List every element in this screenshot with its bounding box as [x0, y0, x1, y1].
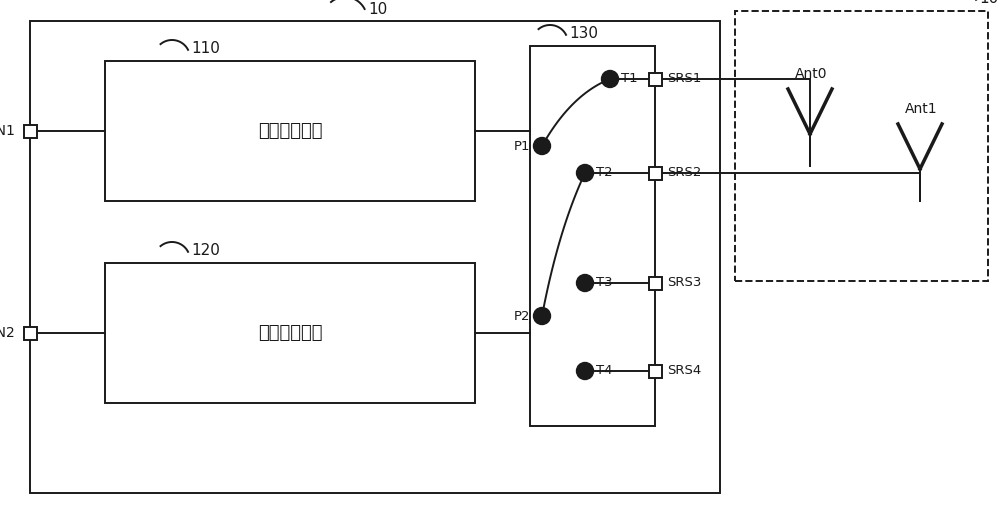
Bar	[24, 327, 36, 340]
Circle shape	[534, 138, 550, 155]
Bar	[648, 365, 662, 378]
Text: T4: T4	[596, 365, 612, 378]
Bar	[24, 125, 36, 138]
Bar	[735, 11, 988, 281]
Text: T1: T1	[621, 72, 638, 85]
Text: 10: 10	[368, 2, 387, 17]
Text: T3: T3	[596, 277, 613, 290]
Circle shape	[576, 165, 594, 181]
Bar	[30, 21, 720, 493]
Text: RFIN2: RFIN2	[0, 326, 15, 340]
Text: Ant1: Ant1	[905, 102, 938, 116]
Text: 120: 120	[191, 243, 220, 258]
Text: SRS1: SRS1	[668, 72, 702, 85]
Text: 10: 10	[979, 0, 998, 6]
Circle shape	[576, 363, 594, 379]
Text: SRS3: SRS3	[668, 277, 702, 290]
Circle shape	[576, 275, 594, 292]
Text: SRS2: SRS2	[668, 167, 702, 180]
Text: P2: P2	[514, 309, 530, 322]
Bar	[105, 263, 475, 403]
Circle shape	[534, 307, 550, 325]
Circle shape	[602, 70, 618, 88]
Bar	[648, 277, 662, 290]
Text: 第一收发电路: 第一收发电路	[258, 122, 322, 140]
Text: 110: 110	[191, 41, 220, 56]
Bar	[648, 72, 662, 85]
Bar	[105, 61, 475, 201]
Text: RFIN1: RFIN1	[0, 124, 15, 138]
Bar	[530, 46, 655, 426]
Text: 130: 130	[569, 26, 598, 41]
Text: Ant0: Ant0	[795, 67, 827, 81]
Text: P1: P1	[514, 140, 530, 153]
Bar	[648, 167, 662, 180]
Text: T2: T2	[596, 167, 613, 180]
Text: SRS4: SRS4	[668, 365, 702, 378]
Text: 第一收发电路: 第一收发电路	[258, 324, 322, 342]
